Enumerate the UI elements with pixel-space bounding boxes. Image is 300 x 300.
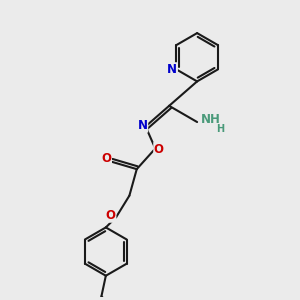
Text: N: N (138, 119, 148, 132)
Text: H: H (217, 124, 225, 134)
Text: O: O (154, 142, 164, 156)
Text: O: O (106, 209, 116, 222)
Text: N: N (167, 63, 177, 76)
Text: O: O (101, 152, 111, 165)
Text: NH: NH (200, 113, 220, 126)
